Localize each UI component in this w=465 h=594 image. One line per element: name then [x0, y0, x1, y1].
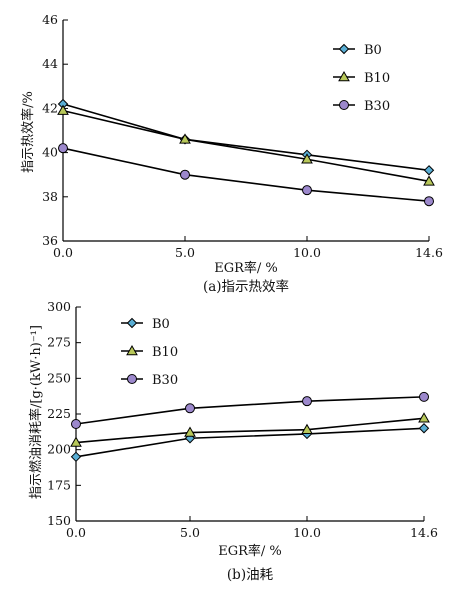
y-tick-label: 250	[47, 370, 71, 385]
y-tick-label: 42	[42, 100, 58, 115]
x-ticks-a: 0.0 5.0 10.0 14.6	[53, 236, 443, 260]
legend-marker-b30	[339, 100, 349, 110]
legend-b: B0 B10 B30	[121, 317, 178, 388]
x-ticks-b: 0.0 5.0 10.0 14.6	[66, 516, 438, 540]
legend-a: B0 B10 B30	[333, 43, 390, 114]
series-markers-b	[70, 391, 430, 463]
point-b0	[423, 165, 435, 176]
caption-a: (a)指示热效率	[203, 278, 289, 295]
legend-label-b10: B10	[152, 345, 178, 360]
y-tick-label: 225	[47, 406, 71, 421]
x-tick-label: 10.0	[293, 245, 321, 260]
legend-marker-b10	[126, 344, 138, 356]
y-tick-label: 40	[42, 145, 58, 160]
series-line-b0	[62, 103, 430, 172]
legend-label-b0: B0	[152, 317, 170, 332]
point-b10	[423, 175, 435, 186]
series-line-b10	[62, 109, 430, 183]
legend-marker-b0	[126, 317, 138, 329]
x-tick-label: 0.0	[66, 525, 86, 540]
y-ticks-b: 150 175 200 225 250 275 300	[47, 299, 81, 528]
point-b10	[301, 423, 313, 434]
x-tick-label: 14.6	[410, 525, 438, 540]
series-markers-a	[57, 98, 435, 207]
y-tick-label: 36	[42, 233, 58, 248]
series-lines-a	[62, 103, 430, 203]
y-tick-label: 200	[47, 442, 71, 457]
point-b30	[185, 403, 195, 414]
y-tick-label: 175	[47, 477, 71, 492]
point-b10	[301, 153, 313, 164]
legend-marker-b0	[338, 43, 350, 55]
y-tick-label: 275	[47, 335, 71, 350]
y-tick-label: 46	[42, 12, 58, 27]
y-tick-label: 44	[42, 56, 58, 71]
series-line-b0	[75, 427, 425, 458]
caption-b: (b)油耗	[227, 567, 274, 583]
point-b30	[302, 396, 312, 407]
legend-marker-b10	[338, 70, 350, 82]
legend-label-b30: B30	[364, 99, 390, 114]
point-b0	[70, 451, 82, 463]
x-axis-title-b: EGR率/ %	[218, 543, 282, 559]
plot-area-b	[76, 307, 424, 521]
x-tick-label: 10.0	[293, 525, 321, 540]
x-tick-label: 5.0	[180, 525, 200, 540]
y-tick-label: 300	[47, 299, 71, 314]
point-b10	[418, 412, 430, 423]
point-b30	[302, 185, 312, 196]
point-b10	[57, 104, 69, 115]
point-b30	[58, 143, 68, 154]
point-b0	[418, 423, 430, 434]
point-b10	[70, 436, 82, 447]
series-line-b30	[75, 396, 425, 425]
x-tick-label: 5.0	[175, 245, 195, 260]
legend-label-b10: B10	[364, 71, 390, 86]
y-axis-title-a: 指示热效率/%	[20, 91, 36, 173]
y-ticks-a: 36 38 40 42 44 46	[42, 12, 68, 248]
point-b10	[184, 426, 196, 437]
point-b30	[424, 196, 434, 207]
point-b30	[71, 418, 81, 429]
series-lines-b	[75, 396, 425, 458]
y-axis-title-b: 指示燃油消耗率/[g·(kW·h)⁻¹]	[28, 325, 44, 499]
x-tick-label: 14.6	[415, 245, 443, 260]
legend-marker-b30	[127, 374, 137, 384]
series-line-b30	[62, 147, 430, 203]
y-tick-label: 38	[42, 189, 58, 204]
point-b30	[419, 391, 429, 402]
x-axis-title-a: EGR率/ %	[214, 260, 278, 276]
legend-label-b0: B0	[364, 43, 382, 58]
series-line-b10	[75, 417, 425, 444]
y-tick-label: 150	[47, 513, 71, 528]
legend-label-b30: B30	[152, 373, 178, 388]
point-b30	[180, 169, 190, 180]
x-tick-label: 0.0	[53, 245, 73, 260]
point-b10	[179, 133, 191, 144]
chart-thermal-efficiency: 36 38 40 42 44 46 0.0 5.0 10.0 14.6 B0 B10 B30 EGR…	[20, 12, 443, 295]
